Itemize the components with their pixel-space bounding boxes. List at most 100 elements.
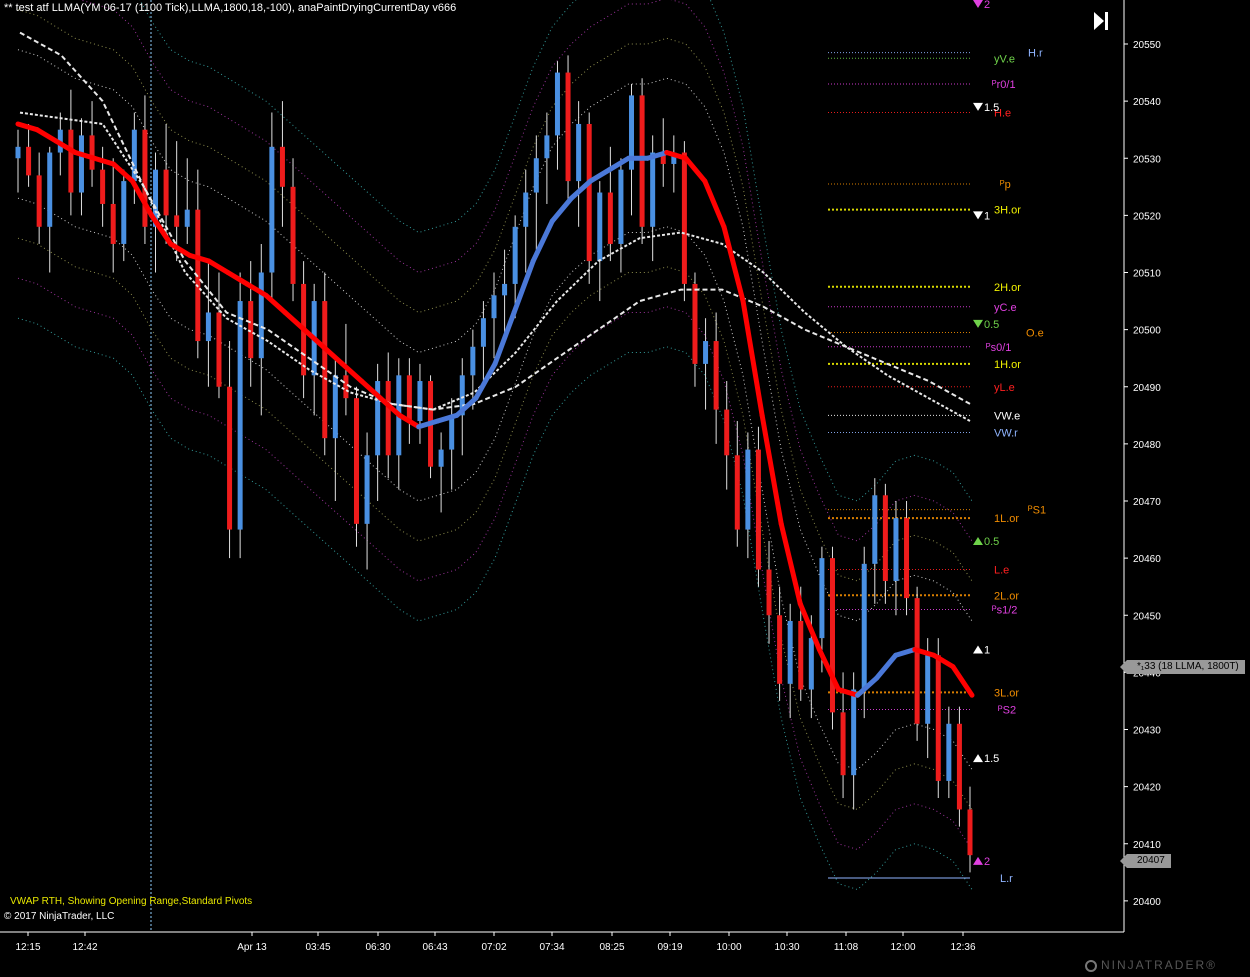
candle-body <box>703 341 709 364</box>
candle-body <box>946 723 952 781</box>
candle-body <box>502 283 508 296</box>
logo-icon <box>1085 960 1097 972</box>
x-tick-label: 06:30 <box>365 942 390 953</box>
level-label: 3H.or <box>994 205 1021 217</box>
candle-body <box>671 152 677 164</box>
candle-body <box>290 186 296 284</box>
ninjatrader-logo: NINJATRADER® <box>1085 958 1217 972</box>
x-tick-label: 03:45 <box>305 942 330 953</box>
llma-segment <box>53 138 78 156</box>
end-bar-icon <box>1105 12 1108 30</box>
llma-segment <box>168 241 193 258</box>
x-tick-label: 12:42 <box>72 942 97 953</box>
llma-segment <box>835 687 861 698</box>
candle-body <box>607 192 613 244</box>
last-price-tag: 20407 <box>1120 853 1171 868</box>
candle-body <box>956 723 962 810</box>
band-marker-icon <box>973 754 983 763</box>
llma-segment <box>15 121 40 133</box>
band-marker-label: 1.5 <box>984 753 999 765</box>
candle-body <box>385 381 391 456</box>
candle-body <box>47 152 53 227</box>
level-label: VW.e <box>994 410 1020 422</box>
candle-body <box>258 272 264 359</box>
candle-body <box>216 312 222 387</box>
vwap-eth-line <box>19 111 971 422</box>
candle-body <box>861 563 867 690</box>
candle-body <box>491 295 497 319</box>
deviation-band-dn-4 <box>17 317 973 891</box>
llma-segment <box>664 150 689 161</box>
candle-body <box>755 449 761 570</box>
candle-body <box>554 72 560 136</box>
llma-segment <box>931 652 956 670</box>
x-tick-label: 10:00 <box>716 942 741 953</box>
y-tick-label: 20400 <box>1133 897 1161 908</box>
band-marker-label: 1.5 <box>984 102 999 114</box>
candle-body <box>100 169 106 204</box>
candle-body <box>153 169 159 227</box>
llma-segment <box>244 281 269 298</box>
candle-body <box>480 318 486 347</box>
llma-segment <box>797 601 822 653</box>
candle-body <box>872 495 878 564</box>
candle-body <box>449 415 455 450</box>
level-label: ᴾs1/2 <box>992 605 1017 617</box>
candle-body <box>343 375 349 399</box>
llma-segment <box>263 292 288 315</box>
y-tick-label: 20430 <box>1133 726 1161 737</box>
candle-body <box>565 72 571 182</box>
x-tick-label: 11:08 <box>834 942 859 953</box>
y-tick-label: 20450 <box>1133 611 1161 622</box>
level-label: ᴾr0/1 <box>992 79 1016 91</box>
llma-segment <box>893 647 918 658</box>
level-label: yC.e <box>994 302 1017 314</box>
y-tick-label: 20500 <box>1133 326 1161 337</box>
x-tick-label: Apr 13 <box>237 942 267 953</box>
x-tick-label: 07:34 <box>539 942 564 953</box>
play-icon <box>1094 12 1104 30</box>
band-marker-icon <box>973 102 983 111</box>
llma-segment <box>34 127 59 144</box>
candle-body <box>131 129 137 182</box>
llma-segment <box>110 161 135 184</box>
candle-body <box>808 638 814 690</box>
candle-body <box>544 135 550 159</box>
level-label: yL.e <box>994 382 1015 394</box>
candle-body <box>237 301 243 530</box>
llma-segment <box>72 150 97 161</box>
band-marker-icon <box>973 0 983 9</box>
llma-segment <box>454 395 479 418</box>
llma-segment <box>530 218 555 264</box>
candle-body <box>163 169 169 216</box>
candle-body <box>586 123 592 262</box>
candle-body <box>734 455 740 530</box>
llma-segment <box>511 258 536 315</box>
level-label: L.r <box>1000 873 1013 885</box>
candle-body <box>692 283 698 364</box>
x-tick-label: 08:25 <box>599 942 624 953</box>
llma-segment <box>358 378 384 401</box>
deviation-band-up-4 <box>139 0 973 502</box>
candle-body <box>935 655 941 781</box>
deviation-band-up-3 <box>79 0 973 542</box>
y-tick-label: 20520 <box>1133 211 1161 222</box>
level-label: ᴾS1 <box>1028 505 1046 517</box>
y-tick-label: 20540 <box>1133 97 1161 108</box>
band-marker-icon <box>973 211 983 220</box>
y-tick-label: 20460 <box>1133 554 1161 565</box>
level-label: 2H.or <box>994 282 1021 294</box>
llma-segment <box>301 327 326 350</box>
candle-body <box>893 518 899 581</box>
llma-segment <box>740 298 765 418</box>
scroll-to-end-button[interactable] <box>1092 10 1112 32</box>
level-label: 2L.or <box>994 590 1019 602</box>
candle-body <box>777 615 783 684</box>
candle-body <box>279 146 285 187</box>
y-tick-label: 20530 <box>1133 154 1161 165</box>
candle-body <box>713 341 719 410</box>
band-marker-icon <box>973 645 983 654</box>
candle-body <box>322 301 328 439</box>
